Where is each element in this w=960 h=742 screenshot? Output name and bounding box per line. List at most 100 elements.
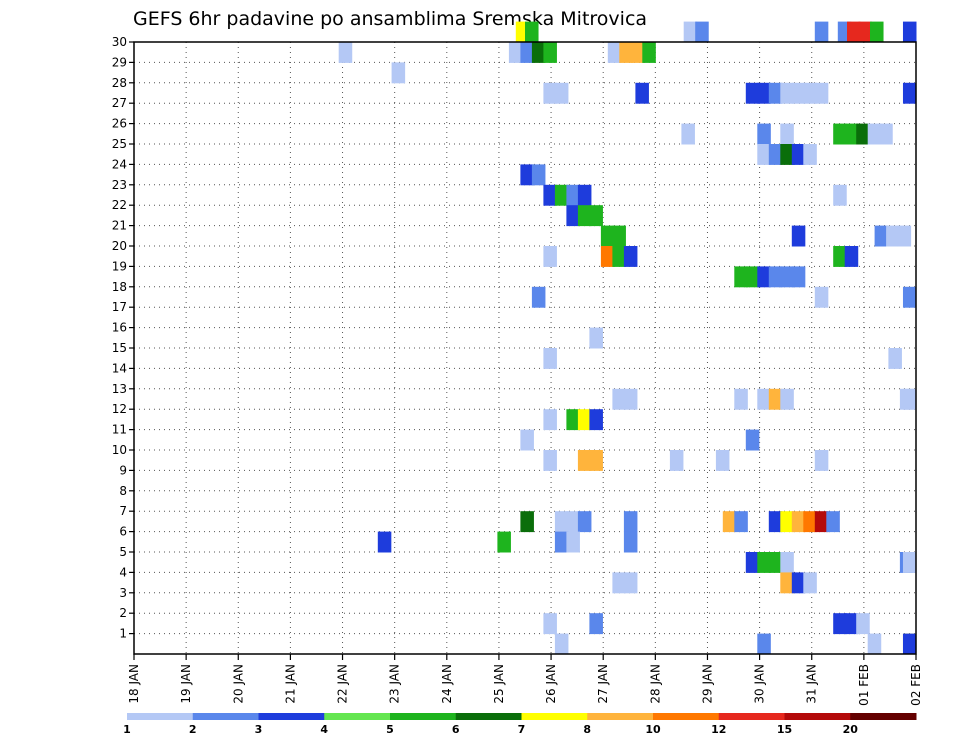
ensemble-cell — [814, 450, 829, 471]
x-tick-label: 19 JAN — [179, 664, 193, 704]
ensemble-cell — [844, 613, 859, 635]
y-tick-label: 6 — [119, 525, 127, 539]
ensemble-cell — [577, 184, 592, 206]
ensemble-cell — [734, 266, 748, 288]
y-tick-label: 19 — [112, 259, 127, 273]
ensemble-cell — [543, 82, 557, 104]
ensemble-cell — [531, 164, 546, 186]
ensemble-cell — [757, 633, 771, 655]
ensemble-cell — [635, 82, 649, 104]
ensemble-cell — [681, 123, 695, 145]
y-tick-label: 13 — [112, 382, 127, 396]
ensemble-cell — [577, 205, 592, 227]
x-tick-label: 29 JAN — [700, 664, 714, 704]
ensemble-cell — [888, 348, 902, 369]
ensemble-cell — [623, 511, 638, 533]
ensemble-cell — [543, 613, 557, 635]
ensemble-cell — [768, 511, 783, 533]
ensemble-cell — [520, 429, 534, 451]
legend-swatch — [718, 713, 785, 720]
ensemble-cell — [902, 21, 917, 43]
y-axis-ticks: 1234567891011121314151617181920212223242… — [112, 35, 134, 641]
ensemble-cell — [607, 42, 622, 63]
ensemble-cell — [768, 552, 783, 573]
ensemble-cell — [589, 327, 603, 349]
y-tick-label: 2 — [119, 606, 127, 620]
legend-swatch — [390, 713, 457, 720]
y-tick-label: 7 — [119, 504, 127, 518]
ensemble-cell — [497, 531, 511, 553]
ensemble-cell — [814, 82, 829, 104]
ensemble-cell — [745, 266, 760, 288]
ensemble-cell — [757, 144, 771, 165]
ensemble-cell — [589, 205, 603, 227]
ensemble-cell — [520, 164, 534, 186]
ensemble-cell — [683, 21, 698, 43]
ensemble-cell — [791, 82, 806, 104]
ensemble-cell — [543, 348, 557, 369]
y-tick-label: 16 — [112, 321, 127, 335]
ensemble-cell — [780, 82, 794, 104]
x-tick-label: 18 JAN — [127, 664, 141, 704]
x-tick-label: 24 JAN — [440, 664, 454, 704]
ensemble-cell — [543, 409, 557, 431]
ensemble-cell — [531, 286, 546, 308]
ensemble-cell — [566, 531, 580, 553]
x-axis-ticks: 18 JAN 19 JAN 20 JAN 21 JAN 22 JAN 23 JAN 24 J… — [127, 654, 923, 706]
ensemble-cell — [642, 42, 656, 63]
ensemble-cell — [757, 266, 771, 288]
y-tick-label: 26 — [112, 117, 127, 131]
ensemble-cell — [814, 286, 829, 308]
y-tick-label: 21 — [112, 219, 127, 233]
ensemble-cell — [566, 409, 580, 431]
ensemble-cell — [902, 286, 917, 308]
ensemble-cell — [858, 21, 873, 43]
y-tick-label: 22 — [112, 198, 127, 212]
y-tick-label: 15 — [112, 341, 127, 355]
ensemble-cell — [803, 82, 817, 104]
ensemble-cell — [791, 511, 806, 533]
y-tick-label: 11 — [112, 423, 127, 437]
ensemble-cell — [612, 246, 626, 267]
x-tick-label: 31 JAN — [805, 664, 819, 704]
x-tick-label: 21 JAN — [283, 664, 297, 704]
ensemble-cell — [847, 21, 861, 43]
ensemble-cells — [338, 21, 917, 655]
ensemble-cell — [669, 450, 684, 471]
legend-label: 20 — [843, 723, 859, 736]
y-tick-label: 29 — [112, 55, 127, 69]
ensemble-cell — [543, 42, 557, 63]
ensemble-cell — [612, 225, 626, 247]
ensemble-cell — [543, 450, 557, 471]
ensemble-cell — [577, 450, 592, 471]
ensemble-cell — [791, 572, 806, 594]
legend-swatch — [192, 713, 259, 720]
ensemble-cell — [623, 531, 638, 553]
ensemble-cell — [757, 82, 771, 104]
ensemble-cell — [833, 246, 847, 267]
ensemble-cell — [715, 450, 730, 471]
ensemble-cell — [520, 42, 534, 63]
y-tick-label: 30 — [112, 35, 127, 49]
ensemble-cell — [833, 613, 847, 635]
legend-label: 7 — [518, 723, 526, 736]
ensemble-cell — [902, 388, 917, 410]
y-tick-label: 18 — [112, 280, 127, 294]
ensemble-cell — [543, 246, 557, 267]
ensemble-cell — [623, 572, 638, 594]
y-tick-label: 14 — [112, 361, 127, 375]
x-tick-label: 02 FEB — [909, 664, 923, 706]
y-tick-label: 9 — [119, 463, 127, 477]
y-tick-label: 5 — [119, 545, 127, 559]
ensemble-cell — [722, 511, 737, 533]
legend-label: 6 — [452, 723, 460, 736]
legend-label: 2 — [189, 723, 197, 736]
ensemble-cell — [554, 82, 569, 104]
x-tick-label: 22 JAN — [336, 664, 350, 704]
ensemble-cell — [814, 21, 829, 43]
ensemble-cell — [886, 225, 900, 247]
legend-label: 5 — [386, 723, 394, 736]
legend-swatch — [850, 713, 917, 720]
ensemble-cell — [867, 633, 882, 655]
